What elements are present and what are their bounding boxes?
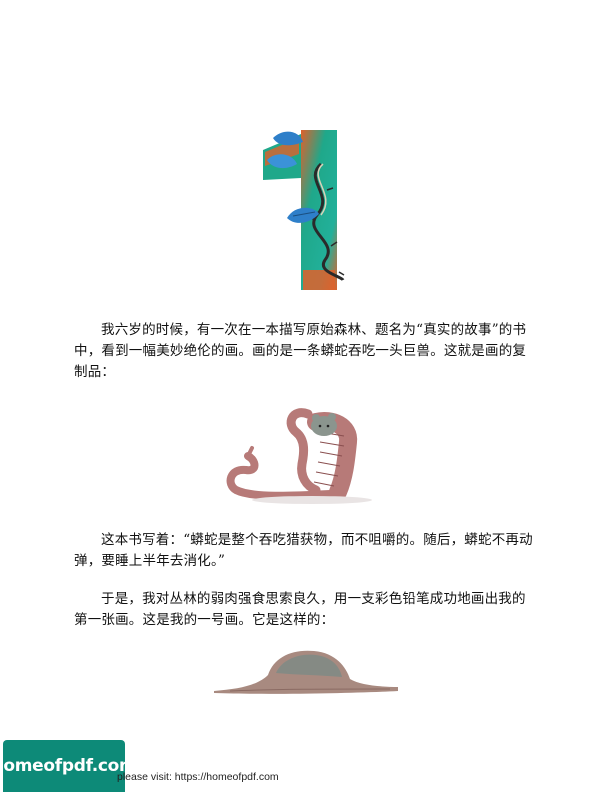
boa-digesting-elephant-illustration bbox=[214, 650, 398, 694]
chapter-numeral-illustration bbox=[263, 130, 345, 290]
paragraph-first-drawing: 于是，我对丛林的弱肉强食思索良久，用一支彩色铅笔成功地画出我的第一张画。这是我的… bbox=[74, 591, 526, 628]
footer-visit-note[interactable]: please visit: https://homeofpdf.com bbox=[117, 771, 279, 783]
boa-eating-beast-illustration bbox=[226, 408, 372, 504]
paragraph-intro: 我六岁的时候，有一次在一本描写原始森林、题名为“真实的故事”的书中，看到一幅美妙… bbox=[74, 322, 527, 380]
homeofpdf-logo[interactable]: homeofpdf.com bbox=[0, 740, 137, 792]
paragraph-book-quote: 这本书写着：“蟒蛇是整个吞吃猎获物，而不咀嚼的。随后，蟒蛇不再动弹，要睡上半年去… bbox=[74, 532, 533, 569]
